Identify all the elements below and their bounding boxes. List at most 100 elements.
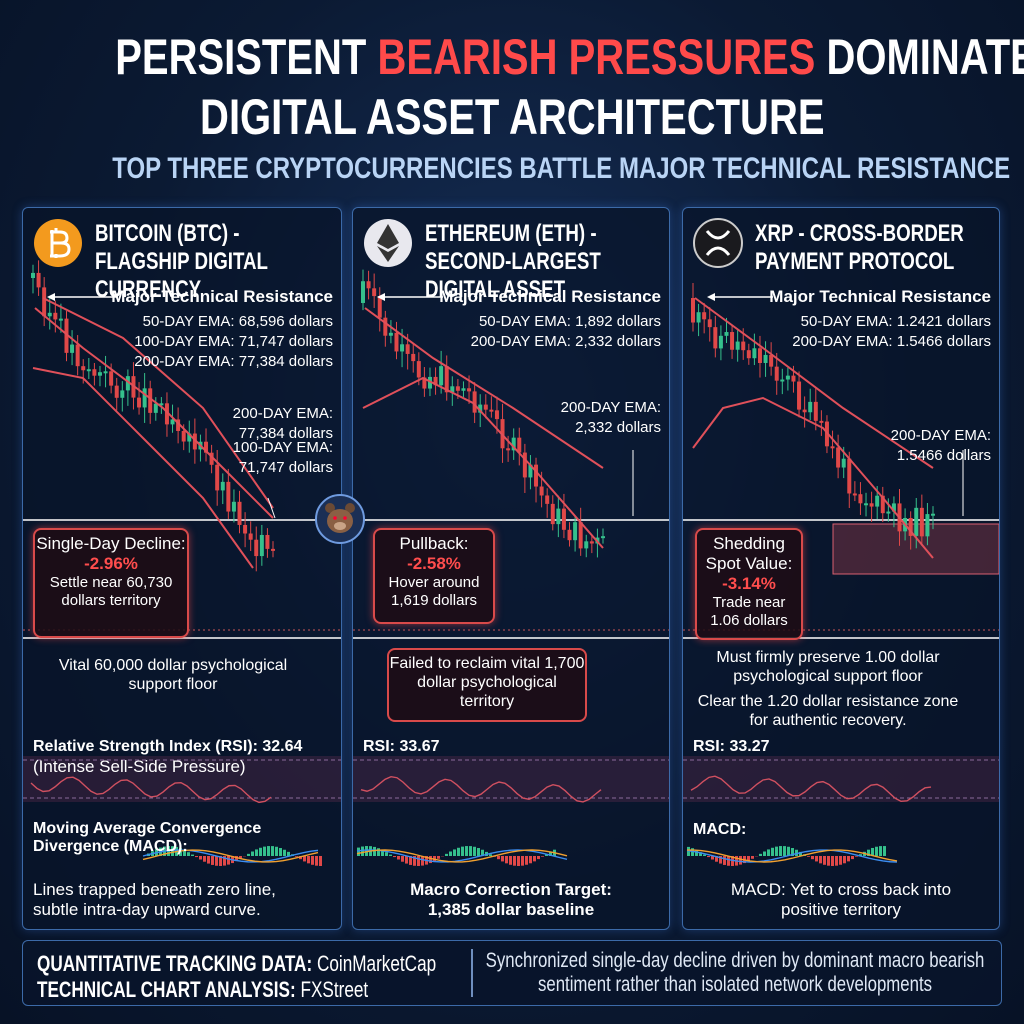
ema-level: 100-DAY EMA: 71,747 dollars xyxy=(134,333,333,350)
support-note: Vital 60,000 dollar psychological suppor… xyxy=(43,656,303,694)
macd-bar xyxy=(377,848,380,856)
macd-bar xyxy=(875,846,878,856)
macd-bar xyxy=(703,854,706,856)
candle-body xyxy=(271,548,275,551)
macd-bar xyxy=(235,856,238,862)
macd-bar xyxy=(303,856,306,862)
macd-bar xyxy=(751,856,754,859)
candle-body xyxy=(841,458,846,468)
bear-eye xyxy=(343,516,347,520)
candle-body xyxy=(483,404,488,410)
candle-body xyxy=(187,433,192,442)
candle-body xyxy=(589,541,594,544)
rsi-label: Relative Strength Index (RSI): 32.64 xyxy=(33,738,303,755)
macd-bar xyxy=(223,856,226,866)
macd-bar xyxy=(445,853,448,856)
candle-body xyxy=(455,386,460,391)
panel: XRP - CROSS-BORDER PAYMENT PROTOCOL Major… xyxy=(682,207,1000,930)
callout-note: Hover around 1,619 dollars xyxy=(388,574,480,609)
macd-bar xyxy=(513,856,516,866)
candle-body xyxy=(439,366,444,386)
ema-level: 200-DAY EMA: 77,384 dollars xyxy=(134,353,333,370)
macd-bar xyxy=(461,846,464,856)
macd-bar xyxy=(715,856,718,862)
title-row: PERSISTENT BEARISH PRESSURES DOMINATE xyxy=(115,28,1024,86)
macd-bar xyxy=(767,849,770,856)
candle-body xyxy=(539,486,544,496)
candle-body xyxy=(254,539,259,557)
candle-body xyxy=(444,366,449,393)
candle-body xyxy=(567,529,572,541)
callout-heading: Single-Day Decline: xyxy=(36,534,186,553)
macd-bar xyxy=(373,846,376,856)
support-line: Vital 60,000 dollar psychological suppor… xyxy=(58,657,288,693)
callout-heading: Pullback: xyxy=(399,534,469,553)
coin xyxy=(693,218,743,268)
subtitle-row: TOP THREE CRYPTOCURRENCIES BATTLE MAJOR … xyxy=(112,152,1011,185)
macd-bar xyxy=(429,856,432,864)
candle-body xyxy=(545,495,550,504)
moving-average xyxy=(364,307,604,469)
candle-body xyxy=(808,401,813,413)
support-note: Must firmly preserve 1.00 dollar psychol… xyxy=(697,648,959,730)
arrow-head xyxy=(377,293,385,301)
candle-body xyxy=(763,354,768,363)
macd-bar xyxy=(247,853,250,856)
macd-bar xyxy=(791,848,794,856)
macd-bar xyxy=(501,856,504,862)
macd-bar xyxy=(787,846,790,856)
macd-bar xyxy=(763,851,766,856)
candle-body xyxy=(170,419,175,425)
macd-bar xyxy=(381,850,384,856)
candle-body xyxy=(847,458,852,494)
ema-label: 200-DAY EMA: 1.5466 dollars xyxy=(890,427,991,464)
asset-name: BITCOIN (BTC) - FLAGSHIP DIGITAL CURRENC… xyxy=(95,220,268,303)
divider xyxy=(471,949,473,997)
candle-body xyxy=(92,369,97,376)
macd-bar xyxy=(489,854,492,856)
candle-body xyxy=(265,534,270,549)
macd-bar xyxy=(831,856,834,866)
macd-bar xyxy=(453,849,456,856)
callout-change: -2.96% xyxy=(84,554,138,573)
candle-body xyxy=(388,332,393,336)
macd-bar xyxy=(191,854,194,856)
candle-body xyxy=(64,318,69,353)
macd-bar xyxy=(195,856,198,858)
candle-body xyxy=(97,372,102,376)
candle-body xyxy=(53,312,58,320)
ema-label: 200-DAY EMA: 2,332 dollars xyxy=(560,399,661,436)
callout-note: Trade near 1.06 dollars xyxy=(710,594,788,629)
candle-body xyxy=(81,366,86,371)
subtitle: TOP THREE CRYPTOCURRENCIES BATTLE MAJOR … xyxy=(0,152,1024,186)
candle-body xyxy=(114,385,119,398)
ema-level: 50-DAY EMA: 1,892 dollars xyxy=(478,313,661,330)
arrow-head xyxy=(707,293,715,301)
macd-bar xyxy=(529,856,532,864)
moving-average xyxy=(692,396,934,559)
macd-bar xyxy=(537,856,540,860)
macd-bar xyxy=(827,856,830,866)
coin-icon xyxy=(364,219,412,267)
candle-body xyxy=(192,433,197,450)
macd-bar xyxy=(295,856,298,857)
macd-bar xyxy=(361,846,364,856)
ema-label: 100-DAY EMA: 71,747 dollars xyxy=(232,439,333,476)
macd-bar xyxy=(401,856,404,862)
macd-bar xyxy=(807,856,810,857)
candle-body xyxy=(886,511,891,514)
macd-bar xyxy=(525,856,528,865)
rsi-line xyxy=(360,775,602,803)
macd-bar xyxy=(533,856,536,862)
macd-bar xyxy=(711,856,714,860)
macd-bar xyxy=(437,856,440,859)
candle-body xyxy=(209,452,214,465)
macd-bar xyxy=(203,856,206,862)
title-row: DIGITAL ASSET ARCHITECTURE xyxy=(199,89,825,145)
candle-body xyxy=(416,361,421,378)
bear-icon xyxy=(315,494,365,544)
macd-bar xyxy=(843,856,846,864)
candle-body xyxy=(181,430,186,442)
macd-bar xyxy=(541,856,544,857)
arrow-head xyxy=(47,293,55,301)
